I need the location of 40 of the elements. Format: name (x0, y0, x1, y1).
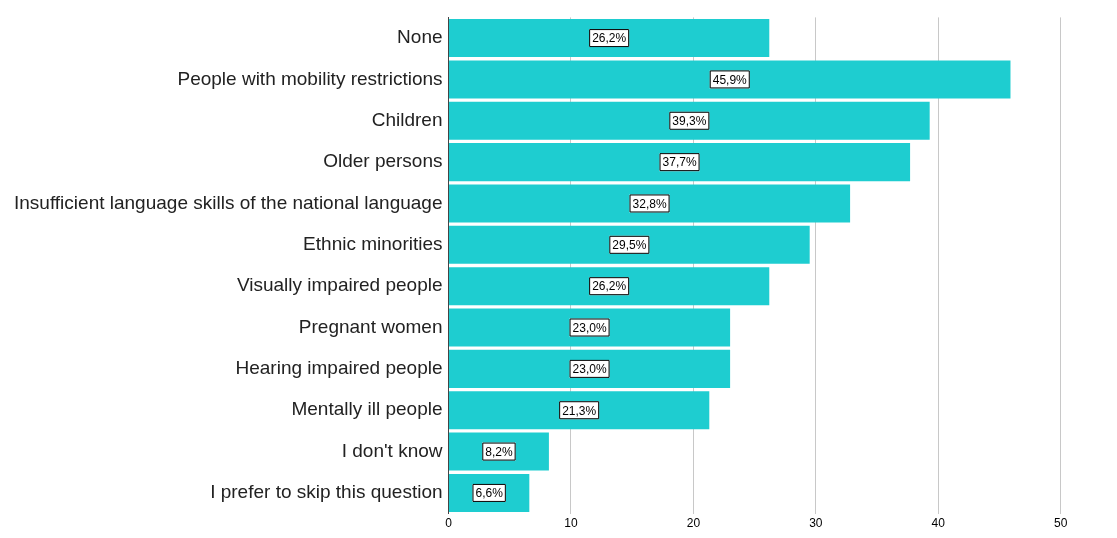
data-label: 39,3% (672, 114, 707, 129)
bar (449, 101, 930, 140)
bar (449, 19, 770, 58)
data-label: 45,9% (712, 72, 748, 87)
y-tick-label: I prefer to skip this question (210, 481, 443, 503)
data-label: 6,6% (475, 486, 504, 501)
data-label: 32,8% (632, 196, 667, 211)
data-label: 23,0% (572, 362, 607, 377)
bar (449, 60, 1011, 99)
data-label: 29,5% (612, 238, 647, 253)
bar (449, 184, 851, 223)
y-tick-label: Mentally ill people (291, 398, 443, 420)
y-tick-label: People with mobility restrictions (177, 67, 443, 89)
bar (449, 308, 731, 347)
y-tick-label: Older persons (323, 150, 443, 172)
data-label: 23,0% (572, 320, 607, 335)
data-label: 37,7% (662, 155, 697, 170)
y-tick-label: Insufficient language skills of the national language (14, 191, 443, 213)
y-tick-label: None (397, 26, 443, 48)
bar (449, 267, 770, 306)
x-tick-label: 50 (1054, 516, 1068, 531)
x-tick-label: 40 (931, 516, 946, 531)
x-tick-label: 10 (564, 516, 578, 531)
x-tick-label: 20 (686, 516, 701, 531)
x-tick-label: 0 (445, 516, 453, 531)
y-tick-label: I don't know (341, 439, 443, 461)
data-label: 8,2% (485, 444, 513, 459)
x-tick-label: 30 (809, 516, 823, 531)
y-tick-label: Ethnic minorities (303, 233, 443, 255)
data-label: 26,2% (592, 279, 627, 294)
y-tick-label: Children (371, 109, 443, 131)
bar (449, 143, 911, 182)
bar (449, 225, 810, 264)
y-tick-label: Pregnant women (298, 315, 443, 337)
data-label: 21,3% (562, 403, 597, 418)
bar (449, 349, 731, 388)
y-tick-label: Hearing impaired people (235, 357, 443, 379)
data-label: 26,2% (592, 31, 627, 46)
y-tick-label: Visually impaired people (236, 274, 443, 296)
bar (449, 391, 710, 430)
